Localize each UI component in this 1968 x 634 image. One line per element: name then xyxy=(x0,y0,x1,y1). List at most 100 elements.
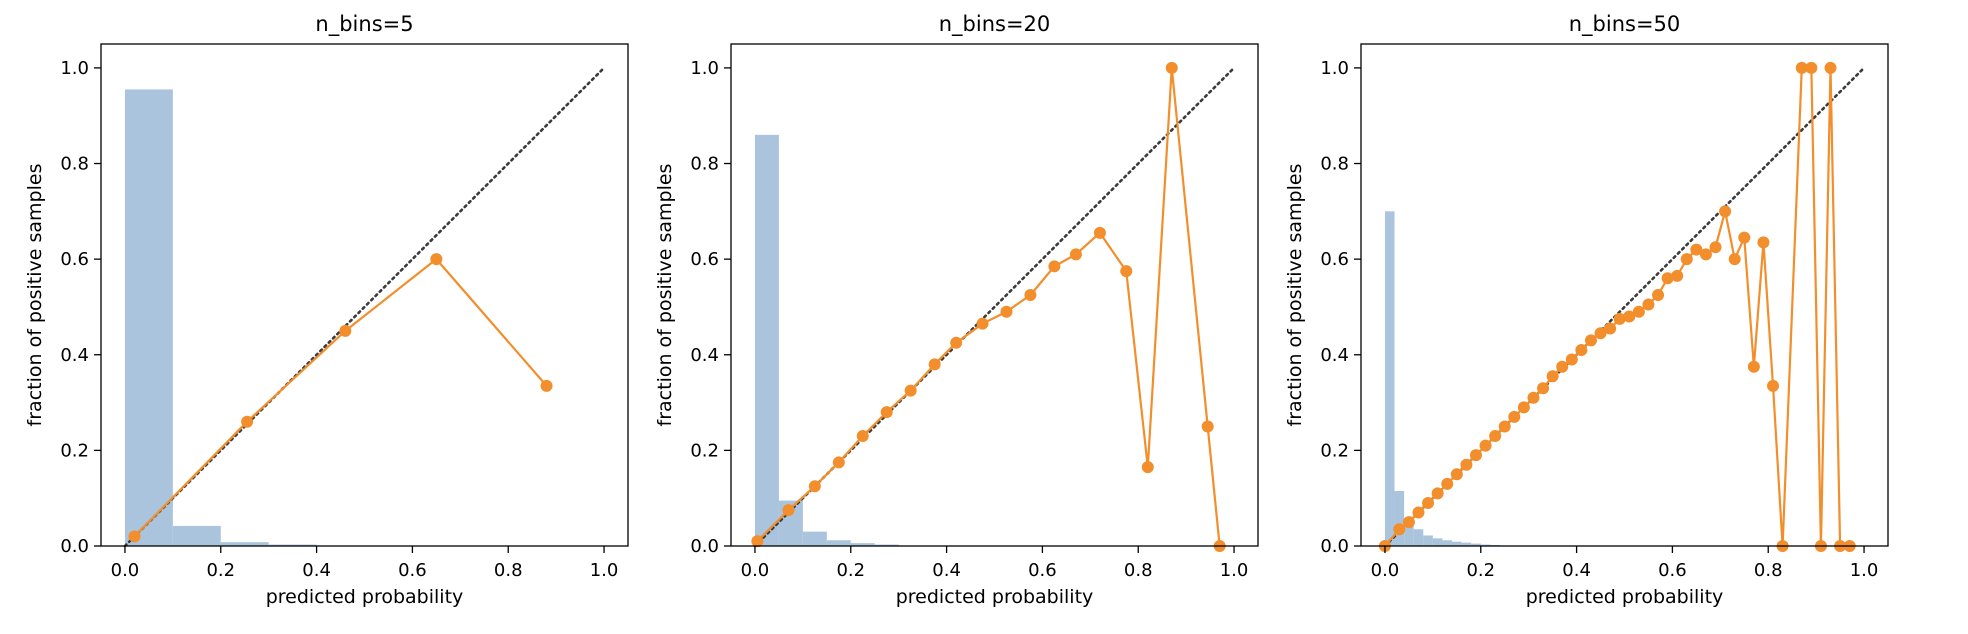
histogram-bar xyxy=(754,134,779,547)
calibration-point xyxy=(1671,269,1684,282)
calibration-point xyxy=(1546,370,1559,383)
calibration-point xyxy=(782,504,795,517)
calibration-point xyxy=(808,480,821,493)
x-tick-label: 0.8 xyxy=(1754,560,1783,581)
x-tick-label: 1.0 xyxy=(1850,560,1879,581)
y-tick-label: 0.8 xyxy=(690,154,719,175)
calibration-point xyxy=(1489,430,1502,443)
x-tick-label: 0.2 xyxy=(836,560,865,581)
histogram-bar xyxy=(850,543,875,546)
calibration-point xyxy=(1024,289,1037,301)
calibration-point xyxy=(1680,253,1693,266)
y-axis-label: fraction of positive samples xyxy=(1284,164,1306,427)
x-tick-label: 0.6 xyxy=(1028,560,1057,581)
x-tick-label: 0.0 xyxy=(111,560,140,581)
calibration-point xyxy=(1604,322,1617,335)
subplot-n-bins-20: n_bins=20 predicted probability fraction… xyxy=(654,12,1259,608)
y-tick-label: 1.0 xyxy=(690,58,719,79)
calibration-point xyxy=(540,379,553,392)
calibration-point xyxy=(1460,458,1473,471)
x-tick-labels: 0.0 0.2 0.4 0.6 0.8 1.0 xyxy=(1371,560,1879,581)
calibration-point xyxy=(1141,461,1154,474)
histogram-bar xyxy=(172,525,221,546)
calibration-point xyxy=(1738,231,1751,244)
calibration-point xyxy=(1805,61,1818,74)
y-tick-label: 0.8 xyxy=(1320,154,1349,175)
calibration-point xyxy=(128,530,141,543)
y-tick-labels: 0.0 0.2 0.4 0.6 0.8 1.0 xyxy=(60,58,89,557)
histogram-bar xyxy=(1384,211,1395,547)
histogram-bar xyxy=(1452,541,1462,546)
calibration-curve-line xyxy=(133,258,548,538)
calibration-point xyxy=(1575,343,1588,356)
y-tick-labels: 0.0 0.2 0.4 0.6 0.8 1.0 xyxy=(690,58,719,557)
histogram-bar xyxy=(1442,540,1453,546)
calibration-point xyxy=(1412,506,1425,519)
calibration-point xyxy=(1498,420,1511,433)
y-tick-label: 1.0 xyxy=(60,58,89,79)
calibration-point xyxy=(1594,327,1607,340)
subplot-n-bins-5: n_bins=5 predicted probability fraction … xyxy=(24,12,629,608)
x-tick-label: 0.4 xyxy=(1562,560,1591,581)
axes-frame xyxy=(730,43,1259,547)
y-tick-label: 0.8 xyxy=(60,154,89,175)
calibration-point xyxy=(241,415,254,428)
calibration-point xyxy=(928,358,941,371)
x-tick-label: 0.2 xyxy=(1466,560,1495,581)
x-tick-label: 0.4 xyxy=(302,560,331,581)
calibration-point xyxy=(1165,61,1178,74)
calibration-point xyxy=(1623,310,1636,323)
histogram-bar xyxy=(268,544,317,546)
y-tick-label: 0.0 xyxy=(1320,536,1349,557)
y-tick-label: 0.4 xyxy=(60,345,89,366)
calibration-point xyxy=(1795,61,1808,74)
x-tick-label: 0.2 xyxy=(206,560,235,581)
plot-area xyxy=(94,43,629,553)
calibration-point xyxy=(1556,360,1569,373)
calibration-point xyxy=(1661,272,1674,285)
y-tick-label: 0.2 xyxy=(1320,440,1349,461)
y-tick-label: 0.2 xyxy=(690,440,719,461)
calibration-point xyxy=(430,253,443,266)
histogram-bar xyxy=(1394,491,1405,546)
histogram-bar xyxy=(802,531,827,546)
calibration-point xyxy=(1422,496,1435,509)
plot-area xyxy=(1354,43,1889,553)
x-tick-labels: 0.0 0.2 0.4 0.6 0.8 1.0 xyxy=(111,560,619,581)
x-tick-label: 0.8 xyxy=(494,560,523,581)
calibration-point xyxy=(880,406,893,419)
subplot-n-bins-50: n_bins=50 predicted probability fraction… xyxy=(1284,12,1889,608)
calibration-point xyxy=(1824,61,1837,74)
calibration-point xyxy=(1537,382,1550,395)
y-tick-label: 0.2 xyxy=(60,440,89,461)
histogram-bar xyxy=(124,89,173,547)
calibration-point xyxy=(1565,353,1578,366)
axes-frame xyxy=(1360,43,1889,547)
y-tick-label: 1.0 xyxy=(1320,58,1349,79)
histogram-bar xyxy=(1461,542,1472,546)
x-tick-label: 1.0 xyxy=(1220,560,1249,581)
histogram-bar xyxy=(826,540,851,546)
y-tick-labels: 0.0 0.2 0.4 0.6 0.8 1.0 xyxy=(1320,58,1349,557)
calibration-point xyxy=(1093,226,1106,239)
x-tick-label: 0.0 xyxy=(741,560,770,581)
calibration-point xyxy=(1632,305,1645,318)
calibration-point xyxy=(1613,312,1626,325)
x-tick-label: 0.8 xyxy=(1124,560,1153,581)
x-axis-label: predicted probability xyxy=(1526,586,1724,608)
y-tick-label: 0.6 xyxy=(60,249,89,270)
x-tick-label: 0.4 xyxy=(932,560,961,581)
x-tick-label: 0.6 xyxy=(1658,560,1687,581)
calibration-point xyxy=(1000,305,1013,318)
y-axis-label: fraction of positive samples xyxy=(654,164,676,427)
calibration-point xyxy=(1402,516,1415,529)
calibration-point xyxy=(1728,253,1741,266)
subplot-title: n_bins=50 xyxy=(1569,12,1681,37)
calibration-point xyxy=(856,430,869,443)
calibration-point xyxy=(1709,241,1722,254)
calibration-point xyxy=(904,384,917,397)
x-tick-label: 1.0 xyxy=(590,560,619,581)
calibration-point xyxy=(751,535,764,548)
x-axis-label: predicted probability xyxy=(266,586,464,608)
calibration-point xyxy=(1069,248,1082,261)
